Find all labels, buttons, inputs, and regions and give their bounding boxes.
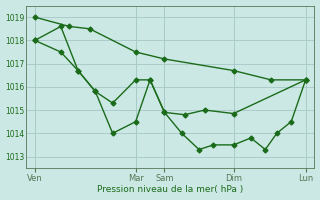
X-axis label: Pression niveau de la mer( hPa ): Pression niveau de la mer( hPa ) [97, 185, 243, 194]
